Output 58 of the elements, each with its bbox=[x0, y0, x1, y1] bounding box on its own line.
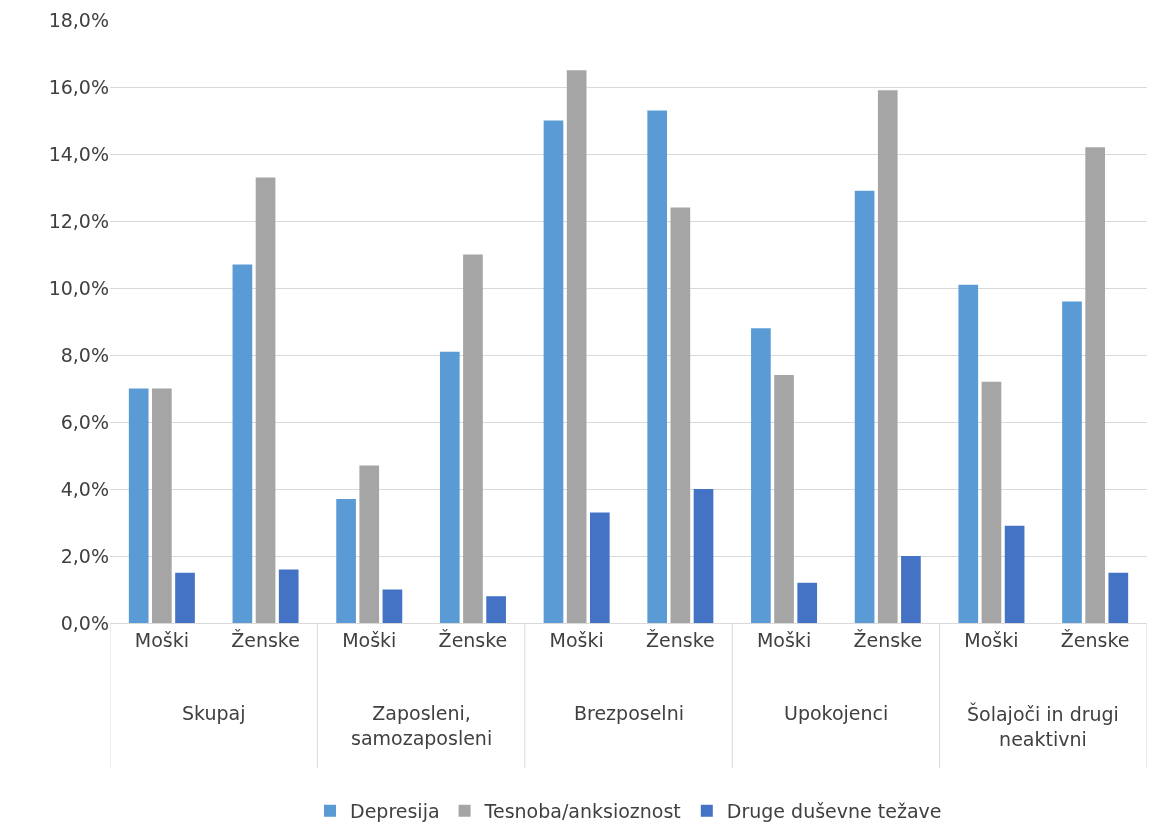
x-tick-label: Moški bbox=[549, 628, 604, 651]
bar bbox=[670, 207, 691, 623]
bar bbox=[774, 375, 794, 623]
bar bbox=[439, 351, 460, 623]
bar bbox=[486, 596, 506, 623]
bar bbox=[359, 465, 380, 623]
y-tick-label: 14,0% bbox=[48, 142, 109, 165]
legend-label: Tesnoba/anksioznost bbox=[483, 800, 681, 823]
y-tick-label: 8,0% bbox=[60, 343, 109, 366]
bar bbox=[1108, 572, 1129, 623]
bar bbox=[543, 120, 564, 623]
bar bbox=[382, 589, 403, 623]
x-tick-label: Moški bbox=[756, 628, 812, 651]
legend-label: Druge duševne težave bbox=[726, 800, 942, 823]
bar bbox=[589, 512, 610, 623]
y-tick-label: 18,0% bbox=[48, 8, 109, 31]
bar bbox=[1085, 147, 1105, 623]
y-tick-label: 10,0% bbox=[48, 276, 109, 299]
bar bbox=[981, 381, 1002, 623]
y-tick-label: 16,0% bbox=[48, 75, 109, 98]
bar bbox=[152, 388, 172, 623]
text: Upokojenci bbox=[784, 702, 889, 724]
x-tick-label: Ženske bbox=[1060, 628, 1130, 651]
bar bbox=[566, 70, 587, 623]
bar bbox=[877, 90, 898, 623]
y-tick-label: 6,0% bbox=[60, 410, 109, 433]
bar bbox=[751, 328, 771, 623]
x-tick-label: Moški bbox=[134, 628, 189, 651]
bar bbox=[255, 177, 276, 623]
bar bbox=[128, 388, 149, 623]
x-tick-label: Moški bbox=[964, 628, 1019, 651]
bar bbox=[797, 582, 818, 623]
bar bbox=[901, 556, 921, 623]
x-tick-label: Ženske bbox=[231, 628, 300, 651]
x-tick-label: Ženske bbox=[853, 628, 923, 651]
x-tick-label: Ženske bbox=[646, 628, 715, 651]
bar bbox=[647, 110, 668, 623]
text: Šolajoči in drugi neaktivni bbox=[967, 702, 1119, 750]
text: Skupaj bbox=[182, 702, 246, 724]
y-tick-label: 4,0% bbox=[60, 477, 109, 500]
y-tick-label: 12,0% bbox=[48, 209, 109, 232]
bar bbox=[1062, 301, 1082, 623]
bar bbox=[958, 284, 979, 623]
y-tick-label: 2,0% bbox=[60, 544, 109, 567]
bar bbox=[854, 190, 875, 623]
text: Brezposelni bbox=[574, 702, 684, 724]
bar bbox=[693, 489, 714, 623]
bar bbox=[232, 264, 253, 623]
x-tick-label: Ženske bbox=[438, 628, 508, 651]
bar bbox=[175, 572, 195, 623]
y-tick-label: 0,0% bbox=[60, 611, 109, 634]
bar bbox=[278, 569, 299, 623]
bar bbox=[1004, 525, 1025, 623]
bar bbox=[336, 499, 356, 623]
bar bbox=[463, 254, 483, 623]
legend-label: Depresija bbox=[350, 800, 440, 823]
x-tick-label: Moški bbox=[342, 628, 397, 651]
text: Zaposleni, samozaposleni bbox=[351, 702, 493, 749]
